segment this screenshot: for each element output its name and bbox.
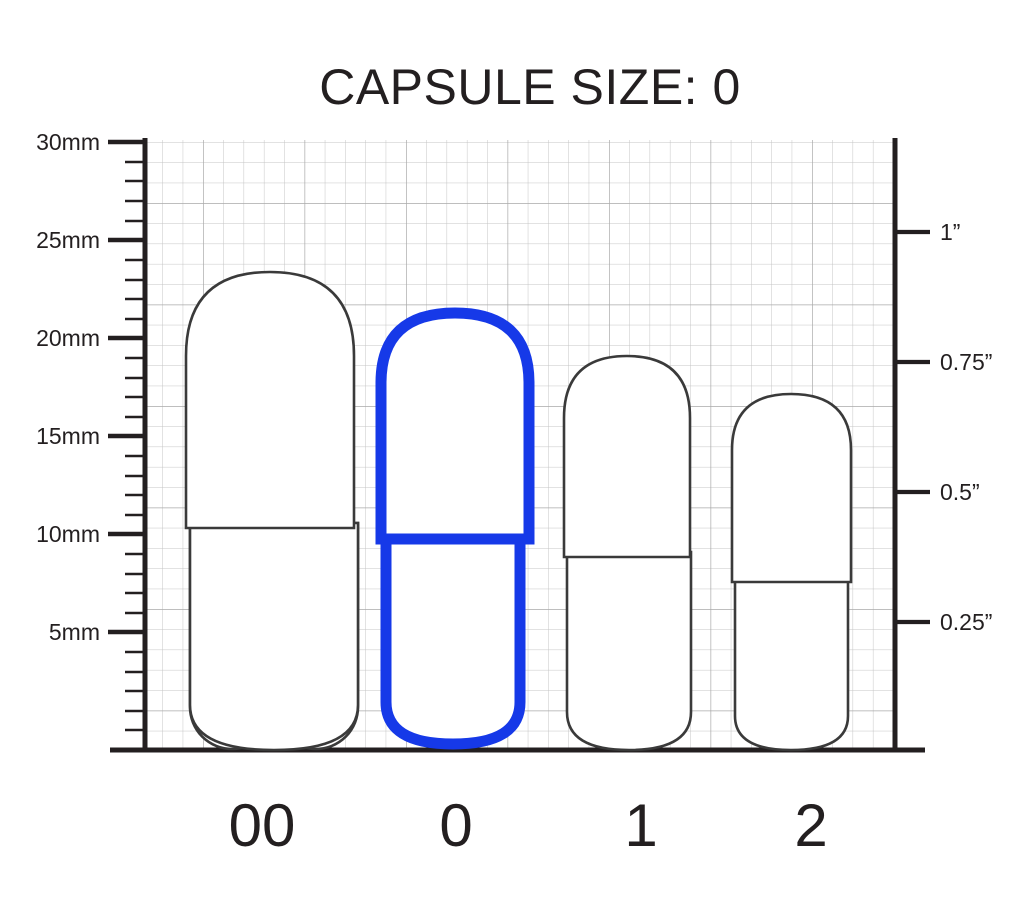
- capsule-0-body: [380, 527, 526, 750]
- capsule-00[interactable]: [184, 270, 360, 752]
- right-axis-major-ticks: [895, 229, 930, 625]
- left-axis-tick-label-30mm: 30mm: [36, 129, 100, 155]
- capsule-2-body: [733, 575, 850, 752]
- capsule-00-cap: [184, 270, 356, 530]
- left-axis: 30mm 25mm 20mm 15mm 10mm 5mm: [36, 129, 148, 752]
- capsule-00-body-shape: [188, 521, 360, 752]
- capsule-1[interactable]: [562, 354, 693, 752]
- capsule-2[interactable]: [730, 392, 853, 752]
- right-axis-tick-label-05in: 0.5”: [940, 479, 980, 505]
- category-label-1: 1: [624, 792, 657, 859]
- left-axis-minor-ticks: [125, 160, 145, 732]
- left-axis-major-ticks: [108, 139, 145, 635]
- category-label-2: 2: [794, 792, 827, 859]
- category-label-0: 0: [439, 792, 472, 859]
- left-axis-tick-label-10mm: 10mm: [36, 521, 100, 547]
- category-label-00: 00: [229, 792, 296, 859]
- capsule-0-cap: [375, 307, 535, 545]
- left-axis-tick-label-15mm: 15mm: [36, 423, 100, 449]
- left-axis-tick-label-5mm: 5mm: [49, 619, 100, 645]
- capsule-0-highlighted[interactable]: [375, 307, 535, 750]
- page-title: CAPSULE SIZE: 0: [319, 59, 741, 115]
- right-axis-tick-label-1in: 1”: [940, 219, 960, 245]
- left-axis-tick-label-20mm: 20mm: [36, 325, 100, 351]
- left-axis-tick-label-25mm: 25mm: [36, 227, 100, 253]
- right-axis-tick-label-075in: 0.75”: [940, 349, 992, 375]
- capsule-1-cap: [562, 354, 692, 559]
- capsule-1-body: [565, 550, 693, 752]
- right-axis-tick-label-025in: 0.25”: [940, 609, 992, 635]
- capsule-2-cap: [730, 392, 853, 584]
- right-axis: 1” 0.75” 0.5” 0.25”: [892, 138, 992, 752]
